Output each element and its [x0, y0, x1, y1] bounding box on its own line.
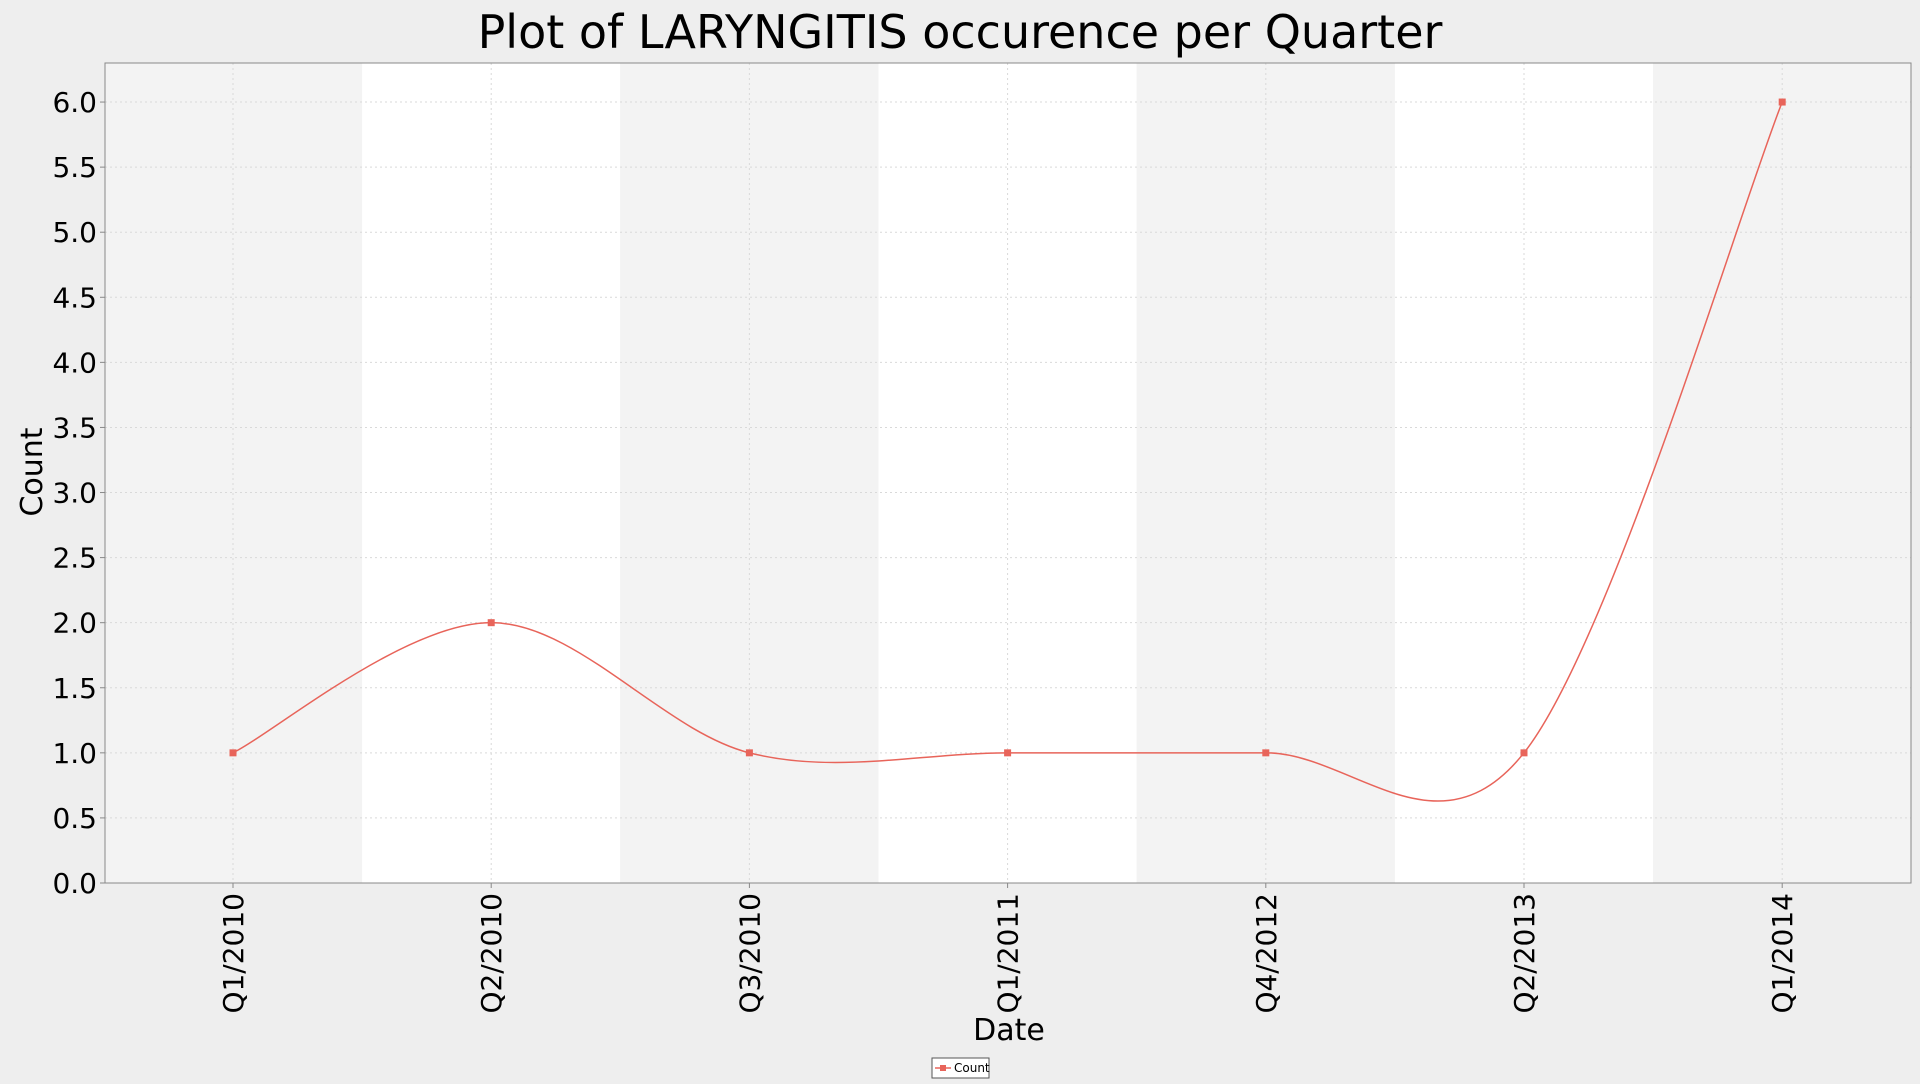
x-tick-label: Q1/2010	[217, 893, 250, 1014]
y-axis-label: Count	[15, 427, 50, 516]
x-tick-label: Q1/2014	[1766, 893, 1799, 1014]
y-tick-label: 0.0	[52, 867, 97, 900]
x-tick-label: Q2/2013	[1508, 893, 1541, 1014]
x-tick-label: Q4/2012	[1250, 893, 1283, 1014]
y-tick-label: 5.5	[52, 151, 97, 184]
data-point	[229, 749, 237, 757]
y-tick-label: 2.0	[52, 607, 97, 640]
x-tick-label: Q2/2010	[475, 893, 508, 1014]
data-point	[1262, 749, 1270, 757]
data-point	[1520, 749, 1528, 757]
x-tick-label: Q1/2011	[992, 893, 1025, 1014]
series-lines	[232, 101, 1783, 802]
legend: Count	[931, 1057, 990, 1079]
x-axis-label: Date	[973, 1013, 1045, 1048]
y-axis-ticks: 0.0 0.5 1.0 1.5 2.0 2.5 3.0 3.5 4.0 4.5 5.0 5.5 6.0	[52, 86, 105, 900]
data-point	[487, 619, 495, 627]
legend-box	[931, 1057, 990, 1079]
data-point	[1004, 749, 1012, 757]
data-point	[1778, 98, 1786, 106]
y-tick-label: 1.5	[52, 672, 97, 705]
plot-band	[105, 63, 363, 883]
y-tick-label: 4.5	[52, 281, 97, 314]
data-point	[745, 749, 753, 757]
y-tick-label: 3.0	[52, 477, 97, 510]
y-tick-label: 1.0	[52, 737, 97, 770]
plot-area-frame	[104, 62, 1912, 884]
legend-entry-count: Count	[954, 1061, 990, 1075]
y-tick-label: 5.0	[52, 216, 97, 249]
x-axis-ticks: Q1/2010 Q2/2010 Q3/2010 Q1/2011 Q4/2012 Q2/20…	[217, 883, 1799, 1014]
series-line-count	[232, 101, 1783, 802]
series-points	[229, 98, 1786, 757]
y-tick-label: 4.0	[52, 346, 97, 379]
y-tick-label: 3.5	[52, 411, 97, 444]
y-tick-label: 6.0	[52, 86, 97, 119]
legend-marker	[940, 1065, 946, 1071]
y-tick-label: 0.5	[52, 802, 97, 835]
y-tick-label: 2.5	[52, 542, 97, 575]
chart-title: Plot of LARYNGITIS occurence per Quarter	[478, 5, 1443, 59]
x-tick-label: Q3/2010	[733, 893, 766, 1014]
